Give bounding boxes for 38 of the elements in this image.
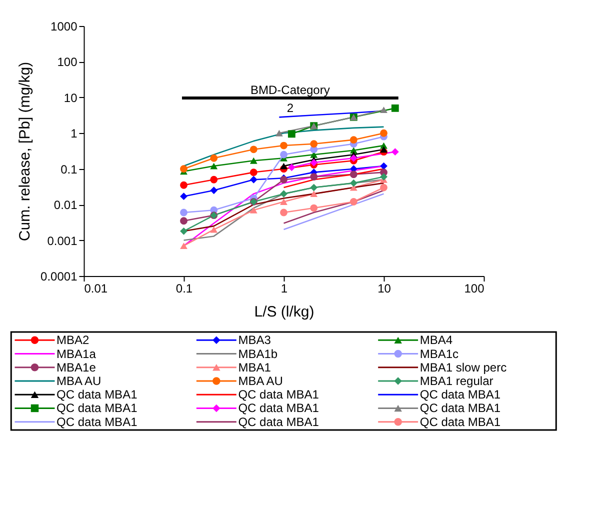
y-axis-title: Cum. release, [Pb] (mg/kg) <box>16 62 34 242</box>
legend-label: MBA AU <box>56 374 102 388</box>
legend-label: MBA1 <box>238 360 272 374</box>
x-axis-title: L/S (l/kg) <box>254 304 314 320</box>
legend-label: MBA1 slow perc <box>420 360 507 374</box>
legend-label: QC data MBA1 <box>56 401 138 416</box>
x-tick-label: 0.1 <box>176 282 193 296</box>
legend-label: QC data MBA1 <box>238 388 320 402</box>
legend-label: MBA1a <box>56 346 96 361</box>
legend-label: QC data MBA1 <box>420 401 501 416</box>
legend-label: QC data MBA1 <box>420 388 501 402</box>
annotation: 2 <box>286 101 294 116</box>
legend-label: MBA1 regular <box>420 374 494 388</box>
legend-label: MBA1e <box>56 360 96 374</box>
x-tick-label: 0.01 <box>84 282 108 296</box>
legend-label: MBA AU <box>238 374 283 388</box>
annotation: BMD-Category <box>250 82 330 97</box>
legend-label: QC data MBA1 <box>238 414 320 429</box>
y-tick-label: 0.1 <box>60 162 78 176</box>
y-tick-label: 1000 <box>50 20 78 34</box>
legend-label: MBA1b <box>238 346 278 361</box>
y-tick-label: 100 <box>57 55 78 70</box>
legend-label: MBA4 <box>420 333 453 348</box>
y-tick-label: 0.01 <box>54 198 78 212</box>
x-tick-label: 10 <box>378 282 392 296</box>
y-tick-label: 1 <box>70 126 78 141</box>
legend-label: MBA3 <box>238 333 272 348</box>
y-tick-label: 0.0001 <box>40 270 78 284</box>
legend-label: MBA1c <box>420 346 459 361</box>
legend-label: MBA2 <box>56 333 90 348</box>
y-tick-label: 10 <box>64 90 78 105</box>
legend-label: QC data MBA1 <box>420 414 501 429</box>
x-tick-label: 1 <box>280 282 288 296</box>
legend-label: QC data MBA1 <box>56 388 138 402</box>
legend-label: QC data MBA1 <box>238 401 320 416</box>
x-tick-label: 100 <box>464 282 485 296</box>
legend-label: QC data MBA1 <box>56 414 138 429</box>
y-tick-label: 0.001 <box>47 234 78 248</box>
